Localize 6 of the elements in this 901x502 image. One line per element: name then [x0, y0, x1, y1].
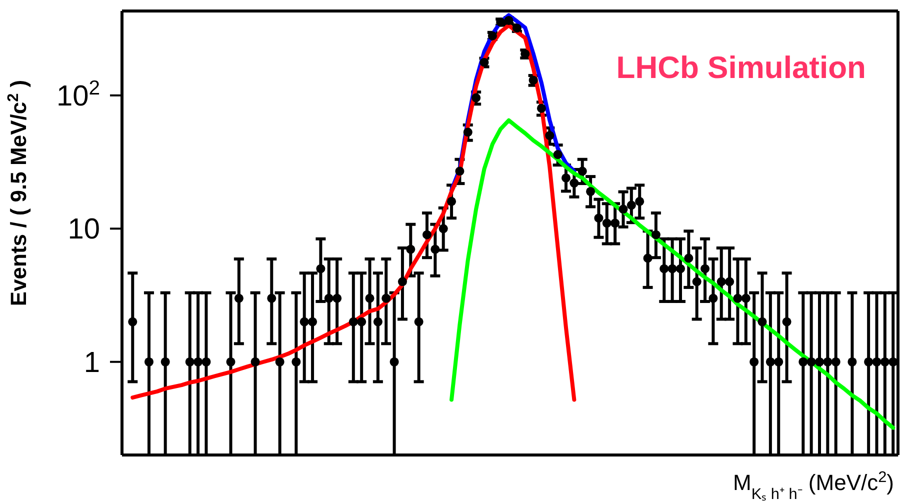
y-tick-label: 1 [84, 346, 100, 379]
y-tick-label: 10$^{2}$ [56, 77, 100, 112]
x-axis-title: M$_{Kₛ h⁺ h⁻}$ (MeV/c$^{2}$) [733, 468, 894, 502]
annotation: LHCb Simulation [616, 50, 866, 85]
line-series [450, 118, 896, 430]
y-tick-label: 10 [68, 214, 100, 246]
